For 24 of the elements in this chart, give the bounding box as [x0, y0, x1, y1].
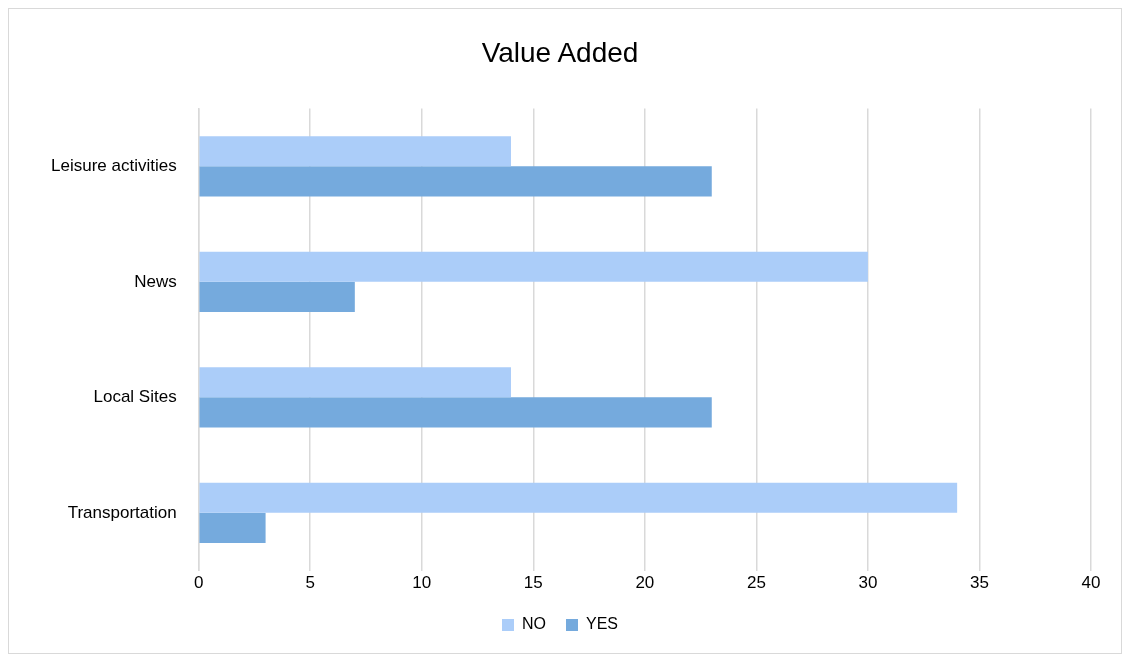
x-tick-label: 5 [305, 573, 315, 593]
y-tick-label: Leisure activities [50, 156, 177, 176]
x-tick-label: 25 [746, 573, 766, 593]
legend-label: YES [585, 615, 619, 633]
bar [199, 397, 712, 428]
bar [199, 281, 355, 312]
x-tick-label: 0 [193, 573, 204, 593]
bar [199, 512, 266, 543]
bar [199, 482, 958, 513]
x-tick-label: 10 [412, 573, 432, 593]
y-tick-label: News [134, 271, 177, 291]
y-tick-label: Local Sites [93, 387, 177, 407]
bar [199, 166, 712, 197]
x-tick-label: 40 [1081, 573, 1101, 593]
x-tick-label: 35 [970, 573, 989, 593]
bar [199, 136, 511, 167]
x-tick-label: 15 [523, 573, 543, 593]
bar [199, 367, 511, 398]
x-tick-label: 20 [635, 573, 655, 593]
x-tick-label: 30 [858, 573, 878, 593]
bar [199, 251, 868, 282]
y-tick-label: Transportation [67, 502, 177, 522]
chart-title: Value Added [481, 36, 639, 68]
legend-label: NO [521, 615, 546, 633]
